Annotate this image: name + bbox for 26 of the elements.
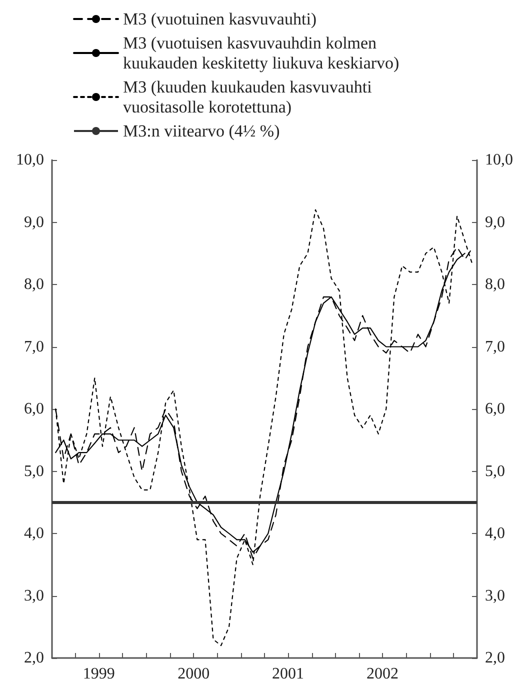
legend-label: M3 (kuuden kuukauden kasvuvauhti vuositasolle korotettuna) xyxy=(123,78,376,116)
y2-tick-label: 2,0 xyxy=(485,650,505,666)
y2-tick-label: 6,0 xyxy=(485,400,505,418)
y-tick-label: 9,0 xyxy=(24,214,44,231)
y-tick-label: 5,0 xyxy=(24,462,44,480)
y-tick-label: 7,0 xyxy=(24,338,44,356)
y2-tick-label: 5,0 xyxy=(485,462,505,480)
y-tick-label: 10,0 xyxy=(16,152,44,168)
x-tick-label: 2002 xyxy=(366,666,399,682)
y-tick-label: 6,0 xyxy=(24,400,44,418)
legend-label: M3:n viitearvo (4½ %) xyxy=(123,122,280,140)
y-tick-label: 4,0 xyxy=(24,525,44,542)
y2-tick-label: 7,0 xyxy=(485,338,505,356)
x-tick-label: 1999 xyxy=(82,666,115,682)
legend-label: M3 (vuotuisen kasvuvauhdin kolmen kuukauden keskitetty liukuva keskiarvo) xyxy=(123,34,400,72)
y2-tick-label: 9,0 xyxy=(485,214,505,231)
x-tick-label: 2000 xyxy=(178,666,210,682)
y-tick-label: 2,0 xyxy=(24,650,44,666)
y2-tick-label: 10,0 xyxy=(485,152,513,168)
legend-label: M3 (vuotuinen kasvuvauhti) xyxy=(123,10,317,28)
x-tick-label: 2001 xyxy=(272,666,304,682)
y-tick-label: 3,0 xyxy=(24,587,44,604)
y2-tick-label: 4,0 xyxy=(485,525,505,542)
y2-tick-label: 8,0 xyxy=(485,276,505,293)
y2-tick-label: 3,0 xyxy=(485,587,505,604)
y-tick-label: 8,0 xyxy=(24,276,44,293)
